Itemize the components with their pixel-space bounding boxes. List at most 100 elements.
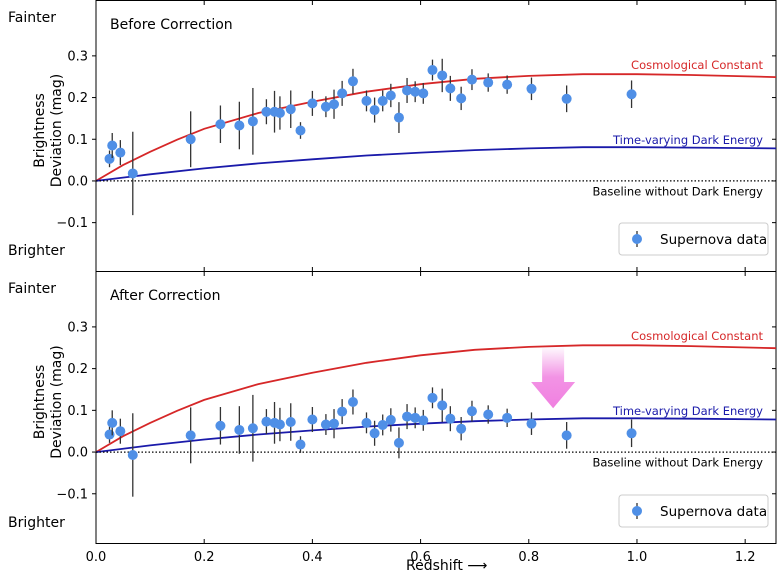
data-marker bbox=[361, 95, 372, 106]
data-marker bbox=[377, 95, 388, 106]
data-marker bbox=[369, 105, 380, 116]
data-point bbox=[261, 409, 272, 435]
data-point bbox=[483, 405, 494, 424]
data-point bbox=[502, 75, 513, 94]
data-marker bbox=[127, 449, 138, 460]
data-point bbox=[445, 406, 456, 432]
y-tick-label: 0.0 bbox=[67, 446, 88, 461]
data-point bbox=[561, 422, 572, 449]
data-marker bbox=[402, 411, 413, 422]
data-marker bbox=[445, 83, 456, 94]
data-point bbox=[402, 77, 413, 103]
data-point bbox=[385, 408, 396, 432]
legend-label: Supernova data bbox=[660, 504, 767, 520]
series-line-cosmological-constant bbox=[95, 344, 777, 453]
data-point bbox=[418, 409, 429, 431]
data-point bbox=[561, 85, 572, 113]
data-point bbox=[274, 407, 285, 442]
time-varying-dark-energy-label: Time-varying Dark Energy bbox=[612, 133, 763, 147]
data-marker bbox=[410, 412, 421, 423]
data-marker bbox=[347, 396, 358, 407]
data-marker bbox=[285, 417, 296, 428]
data-marker bbox=[402, 85, 413, 96]
y-tick-label: 0.1 bbox=[67, 133, 88, 148]
data-point bbox=[274, 96, 285, 130]
fainter-label: Fainter bbox=[8, 281, 56, 297]
data-marker bbox=[185, 430, 196, 441]
data-point bbox=[626, 80, 637, 108]
y-tick-label: 0.2 bbox=[67, 91, 88, 106]
data-marker bbox=[295, 125, 306, 136]
x-axis-label: Redshift ⟶ bbox=[406, 558, 487, 574]
data-point bbox=[285, 90, 296, 128]
data-point bbox=[402, 404, 413, 430]
data-marker bbox=[410, 86, 421, 97]
data-point bbox=[369, 420, 380, 446]
data-point bbox=[347, 68, 358, 94]
data-marker bbox=[337, 88, 348, 99]
data-marker bbox=[385, 414, 396, 425]
data-marker bbox=[215, 119, 226, 130]
data-marker bbox=[483, 409, 494, 420]
x-tick-label: 0.4 bbox=[302, 550, 323, 565]
data-marker bbox=[437, 70, 448, 81]
data-marker bbox=[393, 112, 404, 123]
data-point bbox=[361, 90, 372, 112]
data-point bbox=[295, 122, 306, 139]
data-point bbox=[320, 96, 331, 118]
data-point bbox=[320, 414, 331, 435]
data-point bbox=[466, 69, 477, 91]
data-marker bbox=[234, 424, 245, 435]
data-point bbox=[361, 412, 372, 434]
series-line-cosmological-constant bbox=[95, 73, 777, 182]
data-point bbox=[456, 417, 467, 441]
data-marker bbox=[307, 414, 318, 425]
data-marker bbox=[456, 93, 467, 104]
data-point bbox=[393, 102, 404, 133]
data-point bbox=[107, 410, 118, 436]
data-marker bbox=[107, 140, 118, 151]
data-marker bbox=[261, 106, 272, 117]
data-point bbox=[427, 59, 438, 81]
y-axis-label-line1: Brightness bbox=[32, 365, 48, 440]
legend-marker bbox=[632, 234, 642, 244]
panel-after: −0.1 0.0 0.1 0.2 0.3 0.0 0.2 0.4 0.6 0.8 1.0 1.2 Fai… bbox=[8, 271, 777, 565]
data-point bbox=[261, 99, 272, 125]
data-marker bbox=[274, 419, 285, 430]
data-marker bbox=[115, 426, 126, 437]
data-marker bbox=[247, 116, 258, 127]
plot-frame bbox=[95, 271, 777, 544]
data-point bbox=[377, 90, 388, 112]
data-marker bbox=[185, 134, 196, 145]
data-marker bbox=[329, 99, 340, 110]
data-marker bbox=[561, 93, 572, 104]
data-point bbox=[285, 403, 296, 441]
y-tick-label: −0.1 bbox=[56, 487, 88, 502]
data-marker bbox=[107, 417, 118, 428]
data-marker bbox=[307, 98, 318, 109]
series-line-time-varying-dark-energy bbox=[95, 417, 777, 453]
panel-title: After Correction bbox=[110, 288, 221, 304]
data-marker bbox=[502, 412, 513, 423]
data-marker bbox=[104, 429, 115, 440]
data-point bbox=[234, 406, 245, 454]
data-point bbox=[437, 58, 448, 93]
data-marker bbox=[369, 428, 380, 439]
panel-title: Before Correction bbox=[110, 17, 233, 33]
baseline-label: Baseline without Dark Energy bbox=[592, 184, 763, 198]
legend: Supernova data bbox=[618, 494, 769, 528]
y-tick-label: 0.3 bbox=[67, 49, 88, 64]
data-point bbox=[369, 97, 380, 123]
data-point bbox=[247, 87, 258, 155]
data-point bbox=[307, 90, 318, 116]
y-axis-label-line1: Brightness bbox=[32, 93, 48, 168]
data-marker bbox=[385, 90, 396, 101]
data-point bbox=[456, 86, 467, 111]
data-point bbox=[347, 389, 358, 415]
legend-label: Supernova data bbox=[660, 232, 767, 248]
data-marker bbox=[329, 418, 340, 429]
data-marker bbox=[626, 89, 637, 100]
data-point bbox=[104, 150, 115, 168]
data-marker bbox=[347, 76, 358, 87]
data-marker bbox=[377, 419, 388, 430]
